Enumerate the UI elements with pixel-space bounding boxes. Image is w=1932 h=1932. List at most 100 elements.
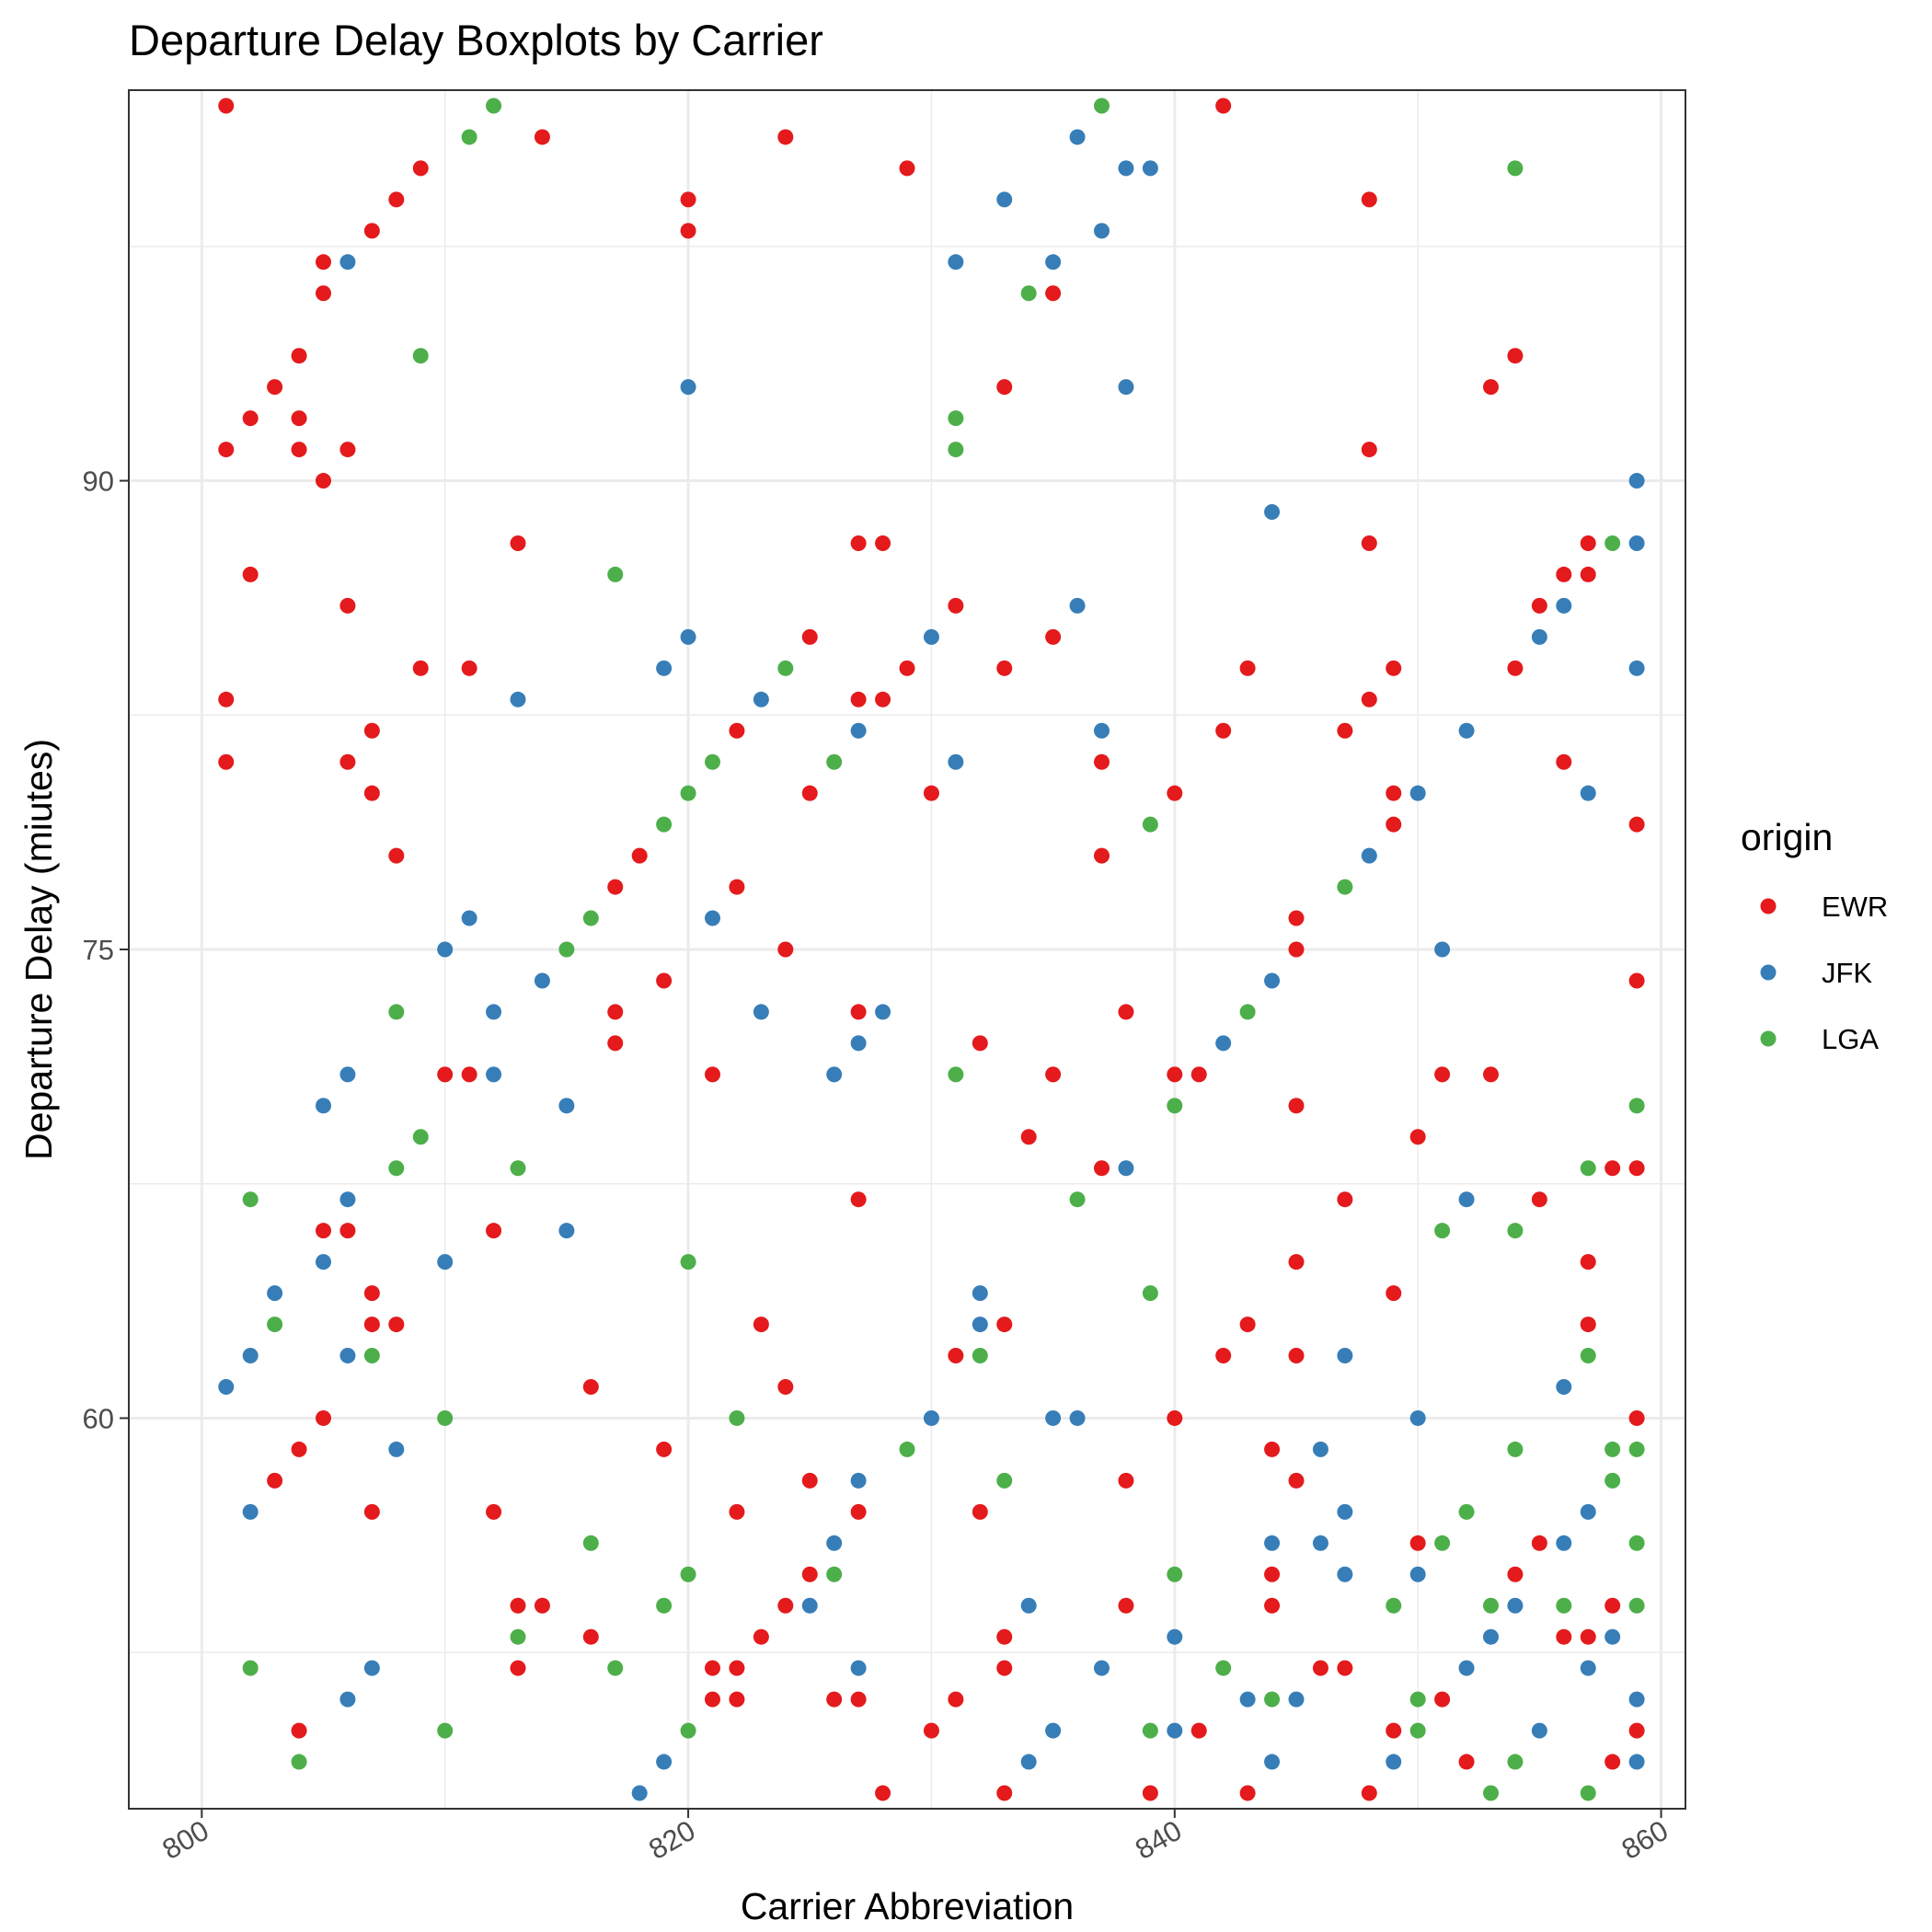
data-point <box>1337 1660 1353 1676</box>
data-point <box>1556 1628 1572 1645</box>
data-point <box>1337 722 1353 739</box>
data-point <box>242 1660 259 1676</box>
data-point <box>1434 1223 1451 1239</box>
data-point <box>1531 628 1547 645</box>
data-point <box>777 941 794 958</box>
legend-key <box>1760 898 1777 914</box>
data-point <box>363 1317 380 1333</box>
data-point <box>437 1066 454 1083</box>
data-point <box>582 1378 599 1395</box>
data-point <box>437 1722 454 1739</box>
data-point <box>972 1285 988 1302</box>
data-point <box>1190 1722 1207 1739</box>
data-point <box>1094 98 1110 114</box>
data-point <box>1167 1566 1183 1582</box>
data-point <box>680 191 696 208</box>
legend-label: LGA <box>1822 1023 1879 1055</box>
data-point <box>777 660 794 676</box>
data-point <box>1288 1348 1305 1364</box>
y-axis-ticks: 60 75 90 <box>83 466 129 1434</box>
data-point <box>1628 1754 1645 1770</box>
data-point <box>1507 1223 1524 1239</box>
data-point <box>850 691 867 707</box>
data-point <box>1604 1754 1621 1770</box>
data-point <box>996 379 1013 396</box>
grid-lines <box>129 90 1685 1809</box>
data-point <box>1386 785 1402 801</box>
data-point <box>948 410 964 427</box>
data-point <box>363 223 380 239</box>
data-point <box>1094 1660 1110 1676</box>
data-point <box>826 1566 843 1582</box>
data-point <box>1409 1535 1426 1551</box>
data-point <box>291 442 307 458</box>
data-point <box>1264 1441 1281 1457</box>
data-point <box>801 1597 818 1614</box>
data-point <box>1361 691 1377 707</box>
data-point <box>1531 597 1547 614</box>
legend-key <box>1760 964 1777 981</box>
data-point <box>1434 941 1451 958</box>
data-point <box>510 535 526 551</box>
data-point <box>1628 1441 1645 1457</box>
data-point <box>1045 285 1062 302</box>
data-point <box>680 628 696 645</box>
data-point <box>1337 1348 1353 1364</box>
data-point <box>510 691 526 707</box>
data-point <box>923 1722 939 1739</box>
data-point <box>996 660 1013 676</box>
data-point <box>1118 1597 1134 1614</box>
data-point <box>1580 1317 1596 1333</box>
data-point <box>242 410 259 427</box>
data-point <box>850 1691 867 1708</box>
data-point <box>1556 597 1572 614</box>
data-point <box>948 254 964 270</box>
data-point <box>753 1317 769 1333</box>
data-point <box>850 1472 867 1489</box>
data-point <box>388 847 405 864</box>
data-point <box>1094 847 1110 864</box>
data-point <box>850 535 867 551</box>
data-point <box>363 785 380 801</box>
data-point <box>1507 660 1524 676</box>
data-point <box>656 1754 673 1770</box>
x-tick-label: 840 <box>1130 1814 1187 1866</box>
data-point <box>801 628 818 645</box>
data-point <box>656 972 673 989</box>
data-point <box>1288 910 1305 926</box>
data-point <box>1337 1191 1353 1208</box>
data-point <box>339 254 356 270</box>
data-point <box>850 1503 867 1520</box>
data-point <box>1264 1754 1281 1770</box>
series-jfk <box>218 129 1645 1801</box>
data-point <box>948 1066 964 1083</box>
legend-items: EWR JFK LGA <box>1760 891 1888 1055</box>
data-point <box>1264 504 1281 521</box>
data-point <box>291 1754 307 1770</box>
data-point <box>1337 1503 1353 1520</box>
data-point <box>316 1223 331 1239</box>
data-point <box>339 1691 356 1708</box>
data-point <box>1483 1597 1499 1614</box>
data-point <box>705 910 720 926</box>
data-point <box>339 1223 356 1239</box>
data-point <box>705 1660 720 1676</box>
data-point <box>1069 129 1086 145</box>
data-point <box>242 566 259 582</box>
data-point <box>729 1409 745 1426</box>
data-point <box>875 535 891 551</box>
data-point <box>242 1348 259 1364</box>
data-point <box>1045 1722 1062 1739</box>
data-point <box>923 785 939 801</box>
data-point <box>631 1785 648 1801</box>
data-point <box>1118 379 1134 396</box>
data-point <box>291 348 307 364</box>
data-point <box>1142 1785 1158 1801</box>
data-point <box>948 1348 964 1364</box>
data-point <box>801 1472 818 1489</box>
data-point <box>1507 160 1524 177</box>
data-point <box>339 753 356 770</box>
data-point <box>1580 566 1596 582</box>
data-point <box>218 753 235 770</box>
